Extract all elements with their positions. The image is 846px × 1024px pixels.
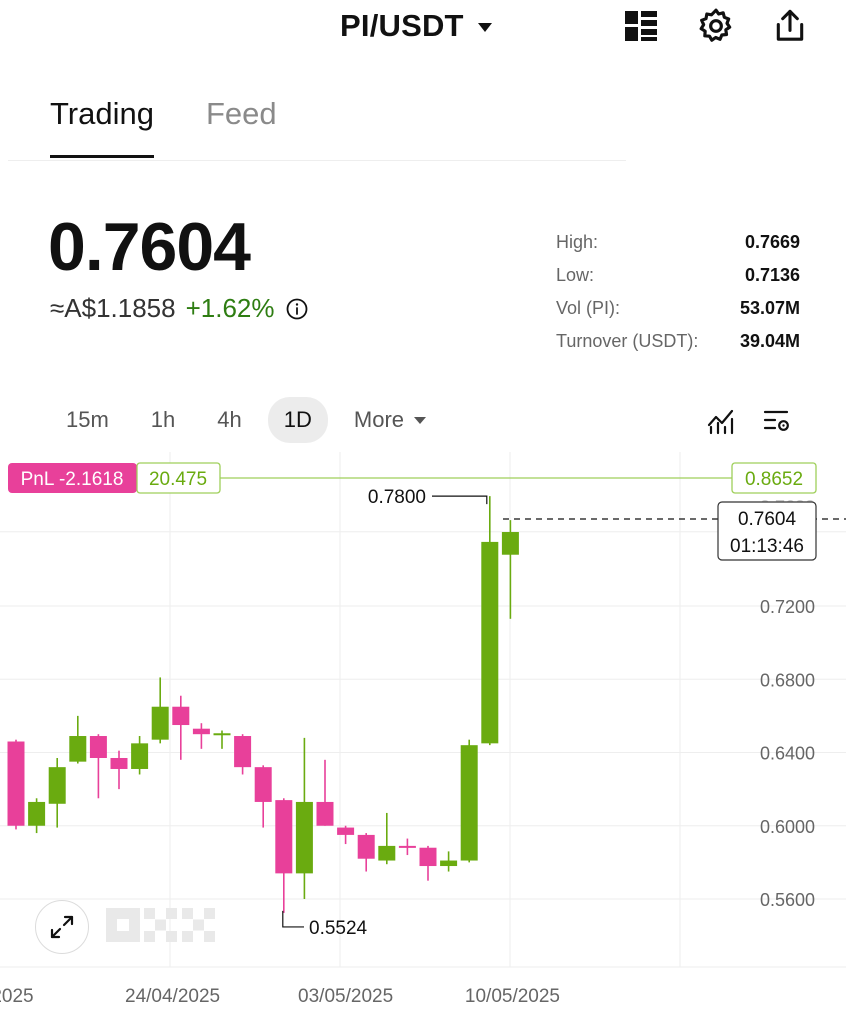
expand-icon bbox=[50, 915, 74, 939]
y-tick-label: 0.5600 bbox=[760, 890, 815, 910]
position-size-label: 20.475 bbox=[149, 469, 207, 490]
y-tick-label: 0.6400 bbox=[760, 744, 815, 764]
candle-body bbox=[357, 834, 375, 859]
pair-selector[interactable]: PI/USDT bbox=[340, 8, 492, 44]
timeframe-more-label: More bbox=[353, 407, 405, 432]
candle-body bbox=[110, 757, 128, 769]
last-price-label: 0.7604 bbox=[738, 509, 797, 530]
chevron-down-icon bbox=[414, 416, 427, 424]
low-marker-line bbox=[282, 910, 304, 928]
stat-low: Low: 0.7136 bbox=[556, 259, 800, 292]
page-tabs: Trading Feed bbox=[50, 96, 277, 158]
tab-trading[interactable]: Trading bbox=[50, 96, 154, 158]
high-marker-line bbox=[432, 495, 488, 505]
timeframe-more[interactable]: More bbox=[338, 397, 442, 443]
pnl-label: PnL -2.1618 bbox=[21, 469, 124, 490]
candle-body bbox=[316, 801, 334, 826]
price-subline: ≈A$1.1858 +1.62% bbox=[50, 293, 309, 324]
gear-icon bbox=[699, 8, 732, 42]
candle-body bbox=[460, 745, 478, 861]
candle-body bbox=[234, 736, 252, 768]
candle-body bbox=[440, 860, 458, 867]
countdown-label: 01:13:46 bbox=[730, 536, 804, 557]
stat-value: 39.04M bbox=[739, 331, 800, 351]
stat-value: 0.7669 bbox=[744, 232, 800, 252]
candle-body bbox=[48, 767, 66, 804]
position-price-badge bbox=[731, 462, 817, 494]
stat-label: Turnover (USDT): bbox=[556, 331, 699, 351]
tab-feed[interactable]: Feed bbox=[205, 96, 277, 131]
info-icon[interactable] bbox=[285, 297, 309, 321]
last-price: 0.7604 bbox=[48, 209, 251, 285]
stat-label: Vol (PI): bbox=[556, 298, 621, 318]
y-tick-label: 0.6000 bbox=[760, 817, 815, 837]
price-change: +1.62% bbox=[185, 293, 275, 323]
candle-body bbox=[337, 827, 355, 835]
stat-label: Low: bbox=[556, 265, 595, 285]
candle-body bbox=[275, 800, 293, 874]
chevron-down-icon bbox=[477, 22, 492, 32]
stat-turnover: Turnover (USDT): 39.04M bbox=[556, 325, 800, 358]
chart-indicator-icon bbox=[707, 409, 734, 435]
layout-grid-button[interactable] bbox=[619, 4, 663, 48]
stat-value: 53.07M bbox=[739, 298, 800, 318]
x-tick-label: /2025 bbox=[0, 986, 34, 1007]
timeframe-15m[interactable]: 15m bbox=[66, 407, 109, 432]
stat-volume: Vol (PI): 53.07M bbox=[556, 292, 800, 325]
low-marker-label: 0.5524 bbox=[309, 918, 368, 939]
candle-body bbox=[131, 743, 149, 769]
candle-body bbox=[89, 736, 107, 758]
candle-body bbox=[378, 845, 396, 861]
timeframe-bar: 15m 1h 4h 1D More bbox=[50, 397, 442, 443]
market-stats: High: 0.7669 Low: 0.7136 Vol (PI): 53.07… bbox=[556, 226, 800, 358]
y-tick-label: 0.7200 bbox=[760, 597, 815, 617]
settings-button[interactable] bbox=[694, 4, 738, 48]
fiat-price: ≈A$1.1858 bbox=[50, 293, 176, 323]
candle-body bbox=[213, 733, 231, 736]
y-tick-label: 0.6800 bbox=[760, 670, 815, 690]
candle-body bbox=[254, 767, 272, 802]
high-marker-label: 0.7800 bbox=[368, 487, 426, 508]
share-button[interactable] bbox=[768, 4, 812, 48]
indicators-button[interactable] bbox=[704, 404, 738, 438]
pair-title: PI/USDT bbox=[340, 8, 464, 43]
x-tick-label: 03/05/2025 bbox=[298, 986, 393, 1007]
candlestick-chart[interactable]: 0.5600 0.6000 0.6400 0.6800 0.7200/2025 24/04… bbox=[0, 452, 846, 1024]
chart-settings-button[interactable] bbox=[760, 404, 794, 438]
list-settings-icon bbox=[763, 410, 789, 431]
last-price-box bbox=[717, 501, 817, 561]
candle-body bbox=[69, 736, 87, 762]
layout-grid-icon bbox=[625, 11, 657, 41]
position-price-label: 0.8652 bbox=[745, 469, 803, 490]
stat-label: High: bbox=[556, 232, 599, 252]
expand-chart-button[interactable] bbox=[35, 900, 89, 954]
stat-value: 0.7136 bbox=[744, 265, 800, 285]
timeframe-1h[interactable]: 1h bbox=[150, 407, 176, 432]
top-bar: PI/USDT bbox=[0, 0, 846, 56]
candle-body bbox=[172, 706, 190, 726]
share-icon bbox=[776, 9, 804, 41]
candle-body bbox=[398, 845, 416, 848]
x-tick-label: 10/05/2025 bbox=[465, 986, 560, 1007]
price-chart[interactable]: 0.5600 0.6000 0.6400 0.6800 0.7200/2025 24/04… bbox=[0, 452, 846, 1024]
candle-body bbox=[295, 801, 313, 874]
exchange-logo-watermark bbox=[106, 908, 215, 942]
timeframe-4h[interactable]: 4h bbox=[217, 407, 242, 432]
candle-body bbox=[419, 847, 437, 867]
tabs-divider bbox=[8, 160, 626, 161]
candle-body bbox=[151, 706, 169, 740]
candle-body bbox=[7, 741, 25, 826]
x-tick-label: 24/04/2025 bbox=[125, 986, 220, 1007]
position-size-badge bbox=[136, 462, 221, 494]
pnl-badge bbox=[8, 463, 137, 493]
timeframe-1d[interactable]: 1D bbox=[267, 397, 328, 443]
stat-high: High: 0.7669 bbox=[556, 226, 800, 259]
candle-body bbox=[481, 541, 499, 744]
candle-body bbox=[192, 728, 210, 735]
candle-body bbox=[501, 532, 519, 555]
candle-body bbox=[28, 801, 46, 826]
